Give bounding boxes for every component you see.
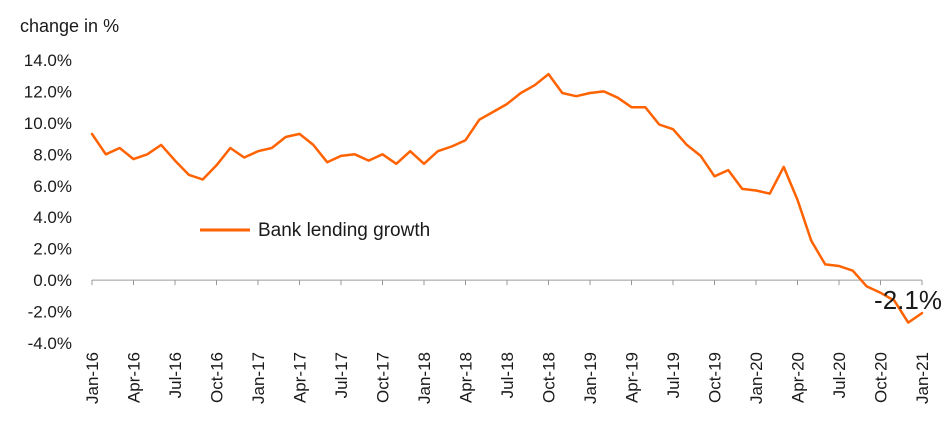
series-layer bbox=[90, 72, 924, 324]
x-tick-label: Jan-19 bbox=[581, 352, 600, 404]
y-tick-label: 8.0% bbox=[33, 145, 72, 164]
y-tick-label: 2.0% bbox=[33, 240, 72, 259]
legend: Bank lending growth bbox=[200, 220, 430, 241]
x-tick-label: Apr-18 bbox=[457, 352, 476, 403]
legend-label: Bank lending growth bbox=[258, 220, 430, 241]
x-axis: Jan-16 Apr-16 Jul-16 Oct-16 Jan-17 Apr-17 Jul-… bbox=[83, 279, 932, 404]
x-tick-label: Jul-18 bbox=[498, 352, 517, 398]
x-tick-label: Apr-17 bbox=[291, 352, 310, 403]
x-tick-label: Oct-18 bbox=[540, 352, 559, 403]
x-tick-label: Jul-19 bbox=[664, 352, 683, 398]
y-axis-ticks: 14.0% 12.0% 10.0% 8.0% 6.0% 4.0% 2.0% 0.0% -2.0%… bbox=[24, 51, 72, 353]
y-tick-label: -4.0% bbox=[28, 334, 72, 353]
x-tick-label: Jan-17 bbox=[249, 352, 268, 404]
y-tick-label: -2.0% bbox=[28, 303, 72, 322]
x-tick-label: Apr-19 bbox=[623, 352, 642, 403]
x-tick-label: Apr-20 bbox=[789, 352, 808, 403]
x-tick-label: Jan-16 bbox=[83, 352, 102, 404]
x-tick-label: Jul-17 bbox=[332, 352, 351, 398]
x-tick-label: Oct-20 bbox=[872, 352, 891, 403]
x-tick-label: Jul-20 bbox=[830, 352, 849, 398]
last-value-annotation: -2.1% bbox=[874, 285, 942, 315]
y-tick-label: 6.0% bbox=[33, 177, 72, 196]
x-tick-label: Oct-16 bbox=[208, 352, 227, 403]
x-tick-label: Oct-17 bbox=[374, 352, 393, 403]
y-tick-label: 10.0% bbox=[24, 114, 72, 133]
y-tick-label: 0.0% bbox=[33, 271, 72, 290]
y-axis-unit-label: change in % bbox=[20, 16, 119, 36]
x-tick-label: Jul-16 bbox=[166, 352, 185, 398]
y-tick-label: 4.0% bbox=[33, 208, 72, 227]
series-line-0 bbox=[90, 72, 924, 324]
y-tick-label: 14.0% bbox=[24, 51, 72, 70]
x-tick-label: Jan-21 bbox=[913, 352, 932, 404]
x-tick-label: Jan-20 bbox=[747, 352, 766, 404]
x-tick-label: Oct-19 bbox=[706, 352, 725, 403]
y-tick-label: 12.0% bbox=[24, 82, 72, 101]
x-tick-label: Apr-16 bbox=[125, 352, 144, 403]
x-tick-label: Jan-18 bbox=[415, 352, 434, 404]
